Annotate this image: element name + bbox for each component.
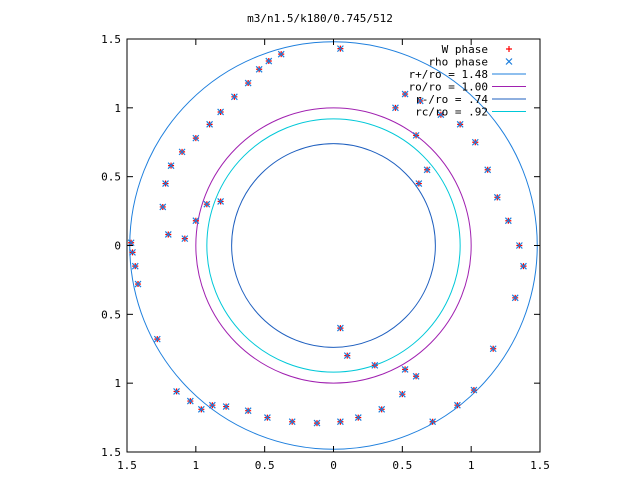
point-s1-20 [371,361,379,369]
y-tick-label: 1.5 [101,33,121,46]
point-s1-26 [489,345,497,353]
x-tick-label: 0 [330,459,337,472]
point-s1-59 [336,45,344,53]
x-tick-label: 1.5 [530,459,550,472]
point-s1-40 [423,166,431,174]
point-s1-11 [263,414,271,422]
point-s1-16 [378,405,386,413]
point-s1-58 [217,198,225,205]
point-s1-47 [217,108,225,116]
y-tick-label: 0.5 [101,308,121,321]
data-points [127,45,527,427]
point-s1-13 [313,419,321,427]
legend-swatch-1 [505,58,513,65]
point-s1-6 [186,397,194,405]
axis-ticks: 1.5 1 0.5 0 0.5 1 1.51.510.500.511.5 [101,33,550,472]
point-s1-56 [192,217,200,225]
x-tick-label: 1 [193,459,200,472]
point-s1-19 [401,365,409,373]
point-s1-10 [244,407,252,415]
point-s1-14 [336,418,344,426]
point-s1-29 [515,242,523,249]
point-s1-0 [127,239,135,247]
legend-label-0: W phase [442,43,488,56]
point-s1-12 [288,418,296,426]
point-s1-39 [412,131,420,139]
y-tick-label: 1 [114,102,121,115]
chart-title: m3/n1.5/k180/0.745/512 [247,12,393,25]
point-s1-48 [206,120,214,128]
point-s1-41 [415,180,423,187]
point-s1-33 [471,138,479,146]
point-s1-28 [520,262,527,270]
point-s1-17 [398,390,406,398]
point-s1-9 [222,403,230,410]
point-s1-52 [162,180,169,187]
x-tick-label: 0.5 [255,459,275,472]
point-s1-15 [354,414,362,422]
point-s1-24 [453,401,461,409]
legend-label-3: ro/ro = 1.00 [409,81,488,94]
point-s1-27 [511,294,519,302]
point-s1-53 [159,203,167,211]
point-s1-49 [192,134,200,142]
circle-r3 [195,107,472,384]
point-s1-4 [153,335,161,343]
y-tick-label: 0.5 [101,171,121,184]
point-s1-50 [178,148,186,156]
point-s1-42 [277,50,285,58]
point-s1-7 [197,405,205,413]
point-s1-36 [416,97,424,105]
point-s1-25 [470,386,478,394]
legend-label-1: rho phase [428,56,488,69]
point-s1-2 [131,262,139,270]
y-tick-label: 0 [114,240,121,253]
point-s1-31 [493,193,501,201]
point-s1-46 [230,93,238,101]
point-s1-23 [429,418,437,426]
circle-r5 [206,118,461,373]
x-tick-label: 1 [468,459,475,472]
x-tick-label: 1.5 [117,459,137,472]
circle-r4 [231,143,436,348]
point-s1-35 [437,111,445,119]
point-s1-18 [412,372,420,380]
y-tick-label: 1.5 [101,446,121,459]
x-tick-label: 0.5 [392,459,412,472]
point-s1-22 [336,324,344,332]
point-s1-37 [401,90,409,98]
point-s1-51 [167,162,175,170]
point-s1-21 [343,352,351,360]
point-s1-5 [173,388,180,395]
y-tick-label: 1 [114,377,121,390]
legend-label-4: r-/ro = .74 [415,93,488,106]
point-s1-45 [244,79,252,87]
legend-swatch-0 [506,46,512,52]
point-s1-57 [203,200,211,208]
point-s1-44 [255,65,263,73]
point-s1-30 [504,217,512,225]
point-s1-1 [129,248,136,256]
point-s1-54 [164,231,172,238]
point-s1-8 [208,401,216,409]
point-s1-3 [134,280,142,288]
point-s1-38 [392,104,399,112]
point-s1-55 [181,235,189,243]
legend-label-2: r+/ro = 1.48 [409,68,488,81]
legend-label-5: rc/ro = .92 [415,106,488,119]
point-s1-43 [265,57,273,65]
point-s1-34 [456,120,464,128]
point-s1-32 [484,166,492,174]
